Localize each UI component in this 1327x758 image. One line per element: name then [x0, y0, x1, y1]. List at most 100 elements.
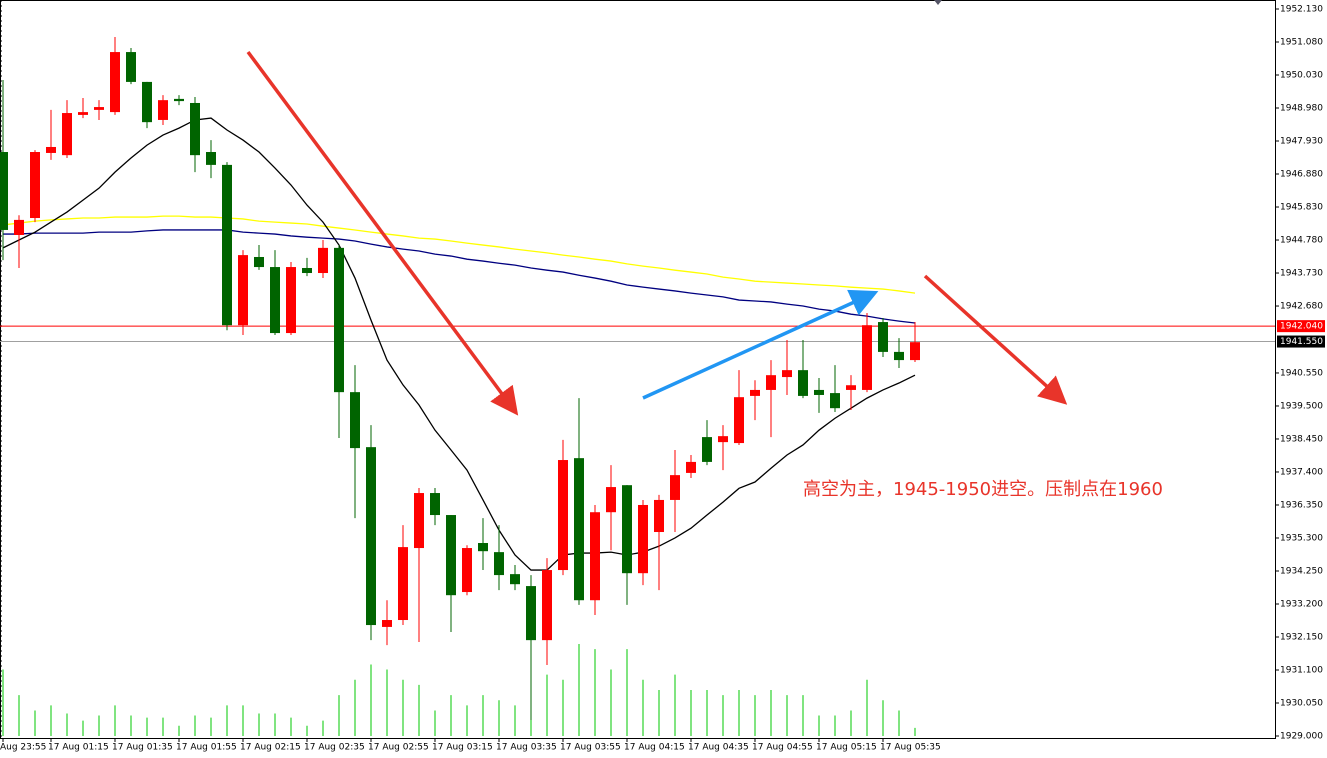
price-label: 1941.550: [1280, 337, 1323, 347]
candle-body: [782, 370, 792, 378]
candle-body: [590, 512, 600, 601]
candle-body: [542, 570, 552, 641]
price-label: 1942.040: [1280, 322, 1323, 332]
y-tick-label: 1940.550: [1280, 368, 1323, 378]
candle-body: [190, 102, 200, 156]
candle-body: [398, 547, 408, 621]
candle-body: [94, 107, 104, 110]
up-arrow: [642, 289, 879, 400]
candle-body: [142, 81, 152, 123]
x-tick-label: 17 Aug 05:35: [880, 743, 941, 753]
y-tick-label: 1932.150: [1280, 632, 1323, 642]
y-tick-label: 1937.400: [1280, 467, 1323, 477]
x-tick-label: 17 Aug 01:35: [112, 743, 173, 753]
x-tick-label: Aug 23:55: [0, 743, 46, 753]
candle-body: [830, 393, 840, 409]
x-tick-label: 17 Aug 04:55: [752, 743, 813, 753]
candle-body: [222, 164, 232, 326]
moving-average: [2, 215, 916, 294]
candle-body: [110, 52, 120, 113]
candle-body: [30, 152, 40, 219]
candle-body: [414, 493, 424, 549]
candle-body: [478, 543, 488, 552]
candle-body: [126, 52, 136, 82]
x-tick-label: 17 Aug 05:15: [816, 743, 877, 753]
x-tick-label: 17 Aug 03:55: [560, 743, 621, 753]
price-label-bg: [1277, 335, 1325, 348]
x-tick-label: 17 Aug 02:15: [240, 743, 301, 753]
price-label-bg: [1277, 320, 1325, 333]
y-tick-label: 1952.130: [1280, 5, 1323, 15]
y-tick-label: 1948.980: [1280, 104, 1323, 114]
candle-body: [286, 267, 296, 334]
candle-body: [158, 100, 168, 120]
y-tick-label: 1931.100: [1280, 665, 1323, 675]
candle-body: [334, 247, 344, 393]
x-tick-label: 17 Aug 04:15: [624, 743, 685, 753]
candle-body: [366, 447, 376, 626]
y-tick-label: 1945.830: [1280, 203, 1323, 213]
y-tick-label: 1943.730: [1280, 269, 1323, 279]
candle-body: [430, 493, 440, 516]
candle-body: [702, 437, 712, 462]
candle-body: [238, 255, 248, 326]
x-tick-label: 17 Aug 01:15: [48, 743, 109, 753]
candle-body: [510, 574, 520, 585]
y-tick-label: 1942.680: [1280, 302, 1323, 312]
x-tick-label: 17 Aug 03:35: [496, 743, 557, 753]
y-tick-label: 1951.080: [1280, 38, 1323, 48]
candle-body: [270, 267, 280, 334]
candle-body: [206, 152, 216, 165]
candle-body: [718, 436, 728, 443]
moving-average: [3, 229, 916, 324]
candle-body: [46, 146, 56, 153]
candle-body: [558, 460, 568, 571]
candle-body: [814, 389, 824, 395]
plot-frame: [0, 0, 1276, 739]
y-tick-label: 1929.000: [1280, 732, 1323, 742]
candle-body: [846, 385, 856, 390]
candle-body: [254, 256, 264, 268]
candle-body: [446, 515, 456, 596]
annotation: 高空为主，1945-1950进空。压制点在1960: [803, 479, 1163, 500]
y-tick-label: 1950.030: [1280, 71, 1323, 81]
y-tick-label: 1930.050: [1280, 698, 1323, 708]
candle-body: [654, 499, 664, 533]
candle-body: [14, 219, 24, 235]
candle-body: [0, 152, 8, 230]
x-tick-label: 17 Aug 02:35: [304, 743, 365, 753]
candle-body: [766, 375, 776, 390]
candle-body: [622, 485, 632, 574]
y-tick-label: 1946.880: [1280, 170, 1323, 180]
y-tick-label: 1938.450: [1280, 434, 1323, 444]
candle-body: [62, 113, 72, 156]
y-tick-label: 1936.350: [1280, 500, 1323, 510]
candle-body: [606, 487, 616, 513]
candle-body: [670, 475, 680, 500]
candle-body: [686, 461, 696, 473]
y-tick-label: 1947.930: [1280, 137, 1323, 147]
x-tick-label: 17 Aug 03:15: [432, 743, 493, 753]
shift-marker: [934, 0, 942, 5]
candle-body: [382, 620, 392, 627]
moving-average: [2, 117, 916, 571]
candle-body: [462, 548, 472, 593]
candle-body: [302, 267, 312, 274]
candle-body: [318, 247, 328, 274]
candle-body: [878, 322, 888, 352]
candle-body: [494, 552, 504, 576]
candle-body: [750, 389, 760, 396]
down-arrow: [923, 274, 1068, 405]
x-tick-label: 17 Aug 04:35: [688, 743, 749, 753]
candle-body: [894, 351, 904, 361]
y-tick-label: 1939.500: [1280, 401, 1323, 411]
y-tick-label: 1934.250: [1280, 566, 1323, 576]
y-tick-label: 1935.300: [1280, 533, 1323, 543]
candle-body: [638, 504, 648, 574]
x-tick-label: 17 Aug 02:55: [368, 743, 429, 753]
candle-body: [350, 392, 360, 449]
price-layer: [0, 36, 1275, 720]
candle-body: [798, 370, 808, 396]
